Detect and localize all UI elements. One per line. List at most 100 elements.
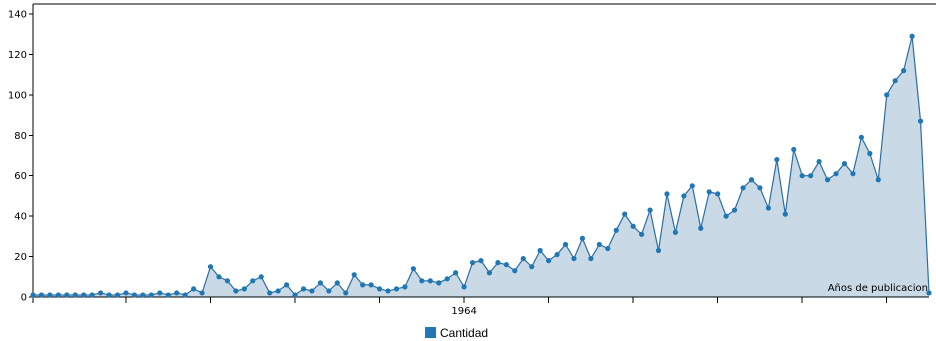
data-point — [774, 156, 780, 163]
data-point — [393, 286, 400, 292]
data-point — [469, 260, 476, 266]
data-point — [639, 231, 645, 237]
axes: 0 20 40 60 80 100 120 140 1964 — [8, 3, 936, 317]
data-point — [410, 266, 416, 272]
data-point — [554, 251, 560, 258]
data-point — [174, 290, 180, 296]
data-point — [402, 284, 408, 290]
data-point — [368, 282, 374, 288]
series-area-cantidad — [33, 36, 929, 298]
data-point — [89, 292, 95, 298]
data-point — [334, 280, 340, 286]
y-tick-label: 100 — [8, 90, 27, 101]
data-point — [579, 235, 586, 241]
data-point — [436, 280, 442, 286]
legend-swatch — [425, 327, 436, 338]
data-point — [385, 288, 391, 294]
area-layer — [33, 36, 929, 298]
x-axis-title: Años de publicacion — [828, 283, 928, 294]
data-point — [106, 292, 112, 298]
data-point — [833, 171, 839, 177]
data-point — [309, 288, 315, 294]
data-point — [520, 255, 526, 262]
data-point — [917, 118, 924, 124]
data-point — [123, 290, 129, 296]
data-point — [360, 282, 366, 288]
data-point — [858, 134, 864, 140]
data-point — [165, 292, 171, 298]
data-point — [326, 288, 332, 294]
data-point — [562, 241, 569, 248]
data-point — [250, 278, 256, 284]
data-point — [748, 177, 755, 183]
data-point — [419, 278, 425, 284]
data-point — [343, 290, 349, 296]
y-tick-label: 120 — [8, 50, 27, 61]
data-point — [207, 264, 214, 270]
data-point — [503, 262, 509, 268]
data-point — [875, 177, 881, 183]
data-point — [588, 255, 594, 262]
data-point — [901, 68, 907, 74]
data-point — [300, 286, 307, 292]
data-point — [478, 258, 484, 264]
data-point — [258, 274, 264, 280]
data-point — [664, 191, 670, 197]
y-tick-label: 20 — [14, 252, 27, 263]
data-point — [233, 288, 239, 294]
data-point — [782, 211, 788, 217]
data-point — [605, 245, 611, 252]
x-tick-label: 1964 — [451, 306, 476, 317]
data-point — [596, 241, 602, 248]
data-point — [647, 207, 653, 213]
data-point — [444, 276, 450, 282]
data-point — [884, 92, 890, 98]
data-point — [655, 247, 662, 254]
data-point — [64, 292, 70, 298]
data-point — [723, 213, 729, 219]
data-point — [453, 270, 459, 276]
data-point — [909, 33, 915, 39]
data-point — [546, 258, 552, 264]
data-point — [867, 150, 873, 157]
data-point — [191, 286, 197, 292]
data-point — [72, 292, 78, 298]
legend-label: Cantidad — [440, 326, 488, 340]
data-point — [427, 278, 433, 284]
points-layer — [30, 33, 932, 298]
data-point — [765, 205, 772, 211]
legend[interactable]: Cantidad — [425, 326, 488, 340]
data-point — [376, 286, 383, 292]
data-point — [351, 272, 357, 278]
data-point — [681, 193, 687, 199]
data-point — [630, 223, 636, 229]
data-point — [38, 292, 45, 298]
data-point — [731, 207, 738, 213]
data-point — [537, 247, 543, 254]
data-point — [114, 292, 121, 298]
data-point — [791, 146, 797, 153]
data-point — [715, 191, 721, 197]
data-point — [98, 290, 104, 296]
data-point — [292, 292, 298, 298]
data-point — [571, 255, 577, 262]
data-point — [317, 280, 323, 286]
y-tick-label: 0 — [21, 293, 27, 304]
data-point — [926, 290, 932, 296]
data-point — [622, 211, 628, 217]
data-point — [799, 173, 805, 179]
data-point — [30, 292, 36, 298]
data-point — [241, 286, 247, 292]
data-point — [216, 274, 222, 280]
data-point — [613, 227, 619, 233]
y-tick-label: 40 — [14, 212, 27, 223]
data-point — [486, 270, 493, 276]
data-point — [461, 284, 467, 290]
data-point — [841, 160, 848, 167]
data-point — [148, 292, 154, 298]
data-point — [740, 185, 746, 191]
data-point — [672, 229, 679, 235]
data-point — [267, 290, 273, 296]
data-point — [275, 288, 281, 294]
